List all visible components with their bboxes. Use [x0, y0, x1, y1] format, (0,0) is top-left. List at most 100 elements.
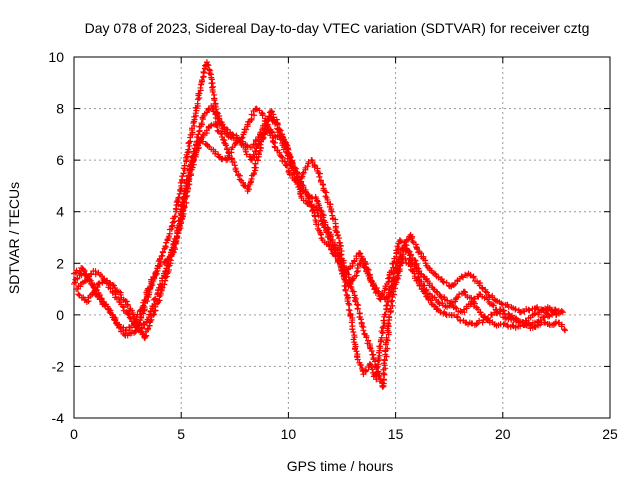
- data-point-marker: [359, 323, 366, 330]
- data-point-marker: [421, 290, 428, 297]
- data-point-marker: [323, 189, 330, 196]
- data-point-marker: [405, 260, 412, 267]
- data-point-marker: [107, 285, 114, 292]
- data-point-marker: [476, 317, 483, 324]
- data-point-marker: [500, 321, 507, 328]
- data-point-marker: [253, 105, 260, 112]
- data-point-marker: [209, 88, 216, 95]
- series-trace: [75, 108, 560, 334]
- data-point-marker: [217, 119, 224, 126]
- data-point-marker: [159, 248, 166, 255]
- data-point-marker: [219, 155, 226, 162]
- data-point-marker: [198, 77, 205, 84]
- data-point-marker: [395, 246, 402, 253]
- data-point-marker: [283, 141, 290, 148]
- data-point-marker: [162, 243, 169, 250]
- data-point-marker: [150, 273, 157, 280]
- data-point-marker: [380, 323, 387, 330]
- data-point-marker: [117, 323, 124, 330]
- data-point-marker: [311, 164, 318, 171]
- data-point-marker: [204, 61, 211, 68]
- data-point-marker: [293, 170, 300, 177]
- data-point-marker: [140, 320, 147, 327]
- data-point-marker: [342, 287, 349, 294]
- series-trace: [71, 59, 568, 383]
- data-point-marker: [150, 303, 157, 310]
- data-point-marker: [484, 296, 491, 303]
- data-point-marker: [450, 282, 457, 289]
- data-point-marker: [512, 316, 519, 323]
- data-point-marker: [214, 127, 221, 134]
- data-point-marker: [328, 207, 335, 214]
- data-point-marker: [186, 139, 193, 146]
- data-point-marker: [80, 266, 87, 273]
- data-point-marker: [264, 118, 271, 125]
- data-point-marker: [362, 366, 369, 373]
- data-point-marker: [195, 131, 202, 138]
- data-point-marker: [553, 311, 560, 318]
- data-point-marker: [363, 334, 370, 341]
- data-point-marker: [260, 129, 267, 136]
- data-point-marker: [195, 144, 202, 151]
- data-point-marker: [354, 301, 361, 308]
- data-point-marker: [133, 323, 140, 330]
- data-point-marker: [384, 337, 391, 344]
- data-point-marker: [76, 268, 83, 275]
- y-axis-label: SDTVAR / TECUs: [6, 182, 22, 294]
- data-point-marker: [458, 273, 465, 280]
- data-point-marker: [349, 326, 356, 333]
- data-point-marker: [375, 372, 382, 379]
- data-point-marker: [361, 264, 368, 271]
- data-point-marker: [299, 181, 306, 188]
- data-point-marker: [366, 275, 373, 282]
- data-point-marker: [337, 262, 344, 269]
- data-point-marker: [178, 219, 185, 226]
- data-point-marker: [334, 258, 341, 265]
- data-point-marker: [329, 250, 336, 257]
- data-point-marker: [416, 268, 423, 275]
- data-point-marker: [366, 360, 373, 367]
- data-point-marker: [75, 291, 82, 298]
- data-point-marker: [173, 199, 180, 206]
- data-point-marker: [106, 309, 113, 316]
- data-point-marker: [183, 193, 190, 200]
- data-point-marker: [317, 213, 324, 220]
- data-point-marker: [420, 273, 427, 280]
- data-point-marker: [261, 126, 268, 133]
- data-point-marker: [373, 364, 380, 371]
- grid-lines: [74, 57, 610, 418]
- data-point-marker: [380, 317, 387, 324]
- data-point-marker: [231, 162, 238, 169]
- y-tick-label: -4: [52, 410, 65, 426]
- data-point-marker: [385, 293, 392, 300]
- data-point-marker: [398, 259, 405, 266]
- data-point-marker: [294, 181, 301, 188]
- data-point-marker: [183, 189, 190, 196]
- data-point-marker: [341, 273, 348, 280]
- data-point-marker: [454, 294, 461, 301]
- data-point-marker: [289, 160, 296, 167]
- data-point-marker: [259, 112, 266, 119]
- data-point-marker: [123, 298, 130, 305]
- data-point-marker: [341, 270, 348, 277]
- data-point-marker: [172, 213, 179, 220]
- data-point-marker: [252, 148, 259, 155]
- data-point-marker: [98, 296, 105, 303]
- data-point-marker: [537, 317, 544, 324]
- data-point-marker: [414, 277, 421, 284]
- data-point-marker: [274, 122, 281, 129]
- data-point-marker: [138, 324, 145, 331]
- data-point-marker: [251, 164, 258, 171]
- data-point-marker: [250, 151, 257, 158]
- data-point-marker: [396, 266, 403, 273]
- data-point-marker: [470, 274, 477, 281]
- data-point-marker: [81, 267, 88, 274]
- series-trace: [71, 121, 564, 391]
- data-point-marker: [561, 327, 568, 334]
- data-point-marker: [316, 173, 323, 180]
- data-point-marker: [378, 328, 385, 335]
- data-point-marker: [296, 176, 303, 183]
- data-point-marker: [262, 125, 269, 132]
- data-point-marker: [196, 90, 203, 97]
- data-point-marker: [396, 237, 403, 244]
